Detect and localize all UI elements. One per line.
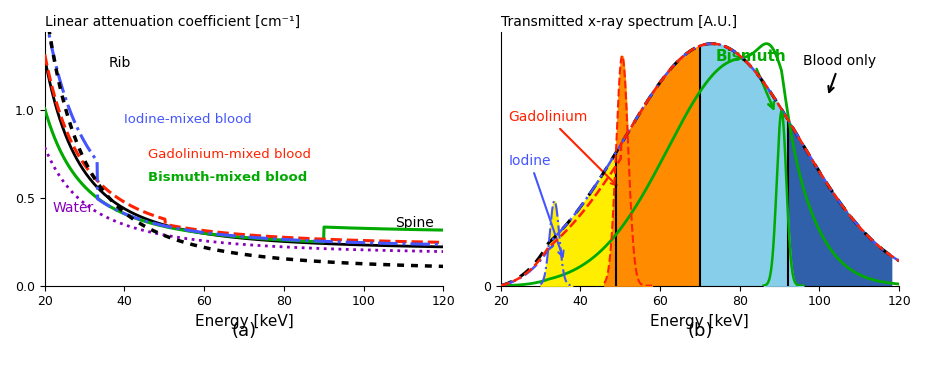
Text: Bismuth: Bismuth — [716, 49, 786, 109]
Text: (a): (a) — [232, 322, 257, 341]
Text: Gadolinium: Gadolinium — [508, 110, 617, 185]
X-axis label: Energy [keV]: Energy [keV] — [650, 314, 749, 329]
Text: Spine: Spine — [395, 215, 434, 229]
Text: Blood only: Blood only — [804, 54, 877, 92]
Text: Gadolinium-mixed blood: Gadolinium-mixed blood — [148, 148, 311, 161]
Text: Rib: Rib — [108, 56, 131, 70]
Text: Transmitted x-ray spectrum [A.U.]: Transmitted x-ray spectrum [A.U.] — [501, 15, 737, 29]
Text: Iodine: Iodine — [508, 154, 564, 257]
Text: Linear attenuation coefficient [cm⁻¹]: Linear attenuation coefficient [cm⁻¹] — [44, 15, 300, 29]
Text: Bismuth-mixed blood: Bismuth-mixed blood — [148, 170, 307, 183]
Text: (b): (b) — [687, 322, 713, 341]
Text: Iodine-mixed blood: Iodine-mixed blood — [124, 113, 252, 126]
Text: Water: Water — [53, 201, 94, 215]
X-axis label: Energy [keV]: Energy [keV] — [194, 314, 294, 329]
